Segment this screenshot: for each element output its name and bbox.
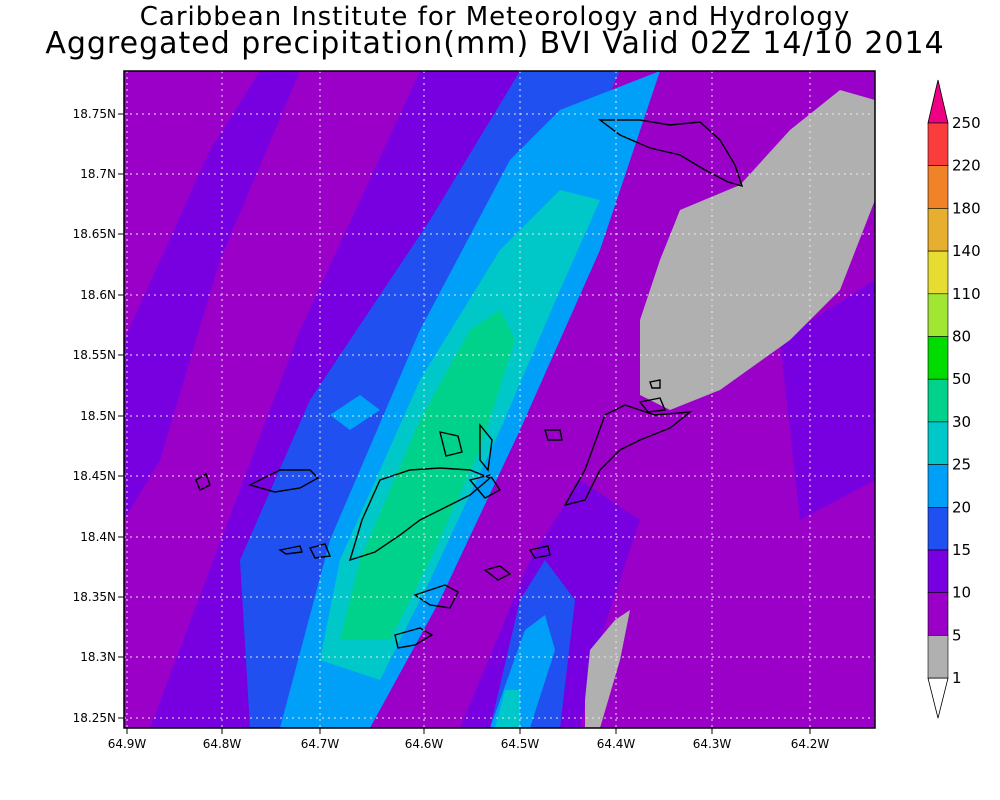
colorbar-top-arrow xyxy=(927,79,949,124)
colorbar-swatch xyxy=(927,549,949,594)
colorbar-swatch xyxy=(927,506,949,551)
y-tick-label: 18.6N xyxy=(80,288,116,302)
island-beef-island xyxy=(468,474,502,499)
x-tick-label: 64.3W xyxy=(693,737,732,751)
island-anegada xyxy=(597,119,744,188)
x-tick-label: 64.2W xyxy=(791,737,830,751)
colorbar-swatch xyxy=(927,208,949,252)
colorbar-label: 80 xyxy=(952,328,971,346)
colorbar-bottom-arrow xyxy=(927,677,949,719)
island-jost-van-dyke xyxy=(248,469,320,493)
island-salt-cooper xyxy=(483,565,512,581)
island-ginger xyxy=(528,545,551,559)
y-tick-label: 18.45N xyxy=(73,469,116,483)
precip-low-area-north xyxy=(640,90,875,410)
y-tick-label: 18.4N xyxy=(80,530,116,544)
colorbar-swatch xyxy=(927,122,949,167)
colorbar-swatch xyxy=(927,421,949,465)
island-virgin-gorda-north xyxy=(638,397,667,413)
islands xyxy=(195,119,744,649)
y-tick-label: 18.75N xyxy=(73,107,116,121)
graticule xyxy=(124,71,875,728)
precip-band-25-30-b xyxy=(495,690,520,728)
colorbar-swatch xyxy=(927,378,949,423)
x-tick-label: 64.6W xyxy=(405,737,444,751)
island-tortola xyxy=(348,467,492,562)
colorbar-label: 10 xyxy=(952,584,971,602)
colorbar-label: 30 xyxy=(952,413,971,431)
precip-contours xyxy=(124,71,875,728)
precip-band-30-50 xyxy=(340,310,515,640)
colorbar-label: 220 xyxy=(952,157,981,175)
colorbar-label: 50 xyxy=(952,370,971,388)
precip-band-20-25-b xyxy=(330,395,380,430)
y-tick-label: 18.35N xyxy=(73,590,116,604)
colorbar-swatch xyxy=(927,293,949,337)
island-marina-cay xyxy=(544,429,563,441)
colorbar-label: 5 xyxy=(952,626,962,644)
colorbar-label: 250 xyxy=(952,114,981,132)
precip-low-area-south xyxy=(585,610,630,728)
precip-band-10-15-d xyxy=(780,280,875,520)
y-axis: 18.75N 18.7N 18.65N 18.6N 18.55N 18.5N 18.45N 1… xyxy=(73,107,124,725)
island-great-camanoe xyxy=(479,423,493,472)
y-tick-label: 18.5N xyxy=(80,409,116,423)
colorbar-label: 1 xyxy=(952,669,962,687)
x-tick-label: 64.9W xyxy=(108,737,147,751)
colorbar-swatch xyxy=(927,336,949,380)
island-virgin-gorda xyxy=(563,404,693,507)
colorbar-swatch xyxy=(927,464,949,508)
x-tick-label: 64.8W xyxy=(203,737,242,751)
x-axis: 64.9W 64.8W 64.7W 64.6W 64.5W 64.4W 64.3W 64.2W xyxy=(108,728,830,751)
y-tick-label: 18.55N xyxy=(73,348,116,362)
chart-subtitle: Aggregated precipitation(mm) BVI Valid 0… xyxy=(45,26,945,61)
x-tick-label: 64.7W xyxy=(301,737,340,751)
x-tick-label: 64.5W xyxy=(501,737,540,751)
chart-title: Caribbean Institute for Meteorology and … xyxy=(139,2,851,32)
colorbar-swatch xyxy=(927,250,949,295)
x-tick-label: 64.4W xyxy=(597,737,636,751)
y-tick-label: 18.25N xyxy=(73,711,116,725)
island-peter xyxy=(413,584,459,609)
y-tick-label: 18.3N xyxy=(80,650,116,664)
colorbar-label: 180 xyxy=(952,199,981,217)
colorbar-label: 110 xyxy=(952,285,981,303)
colorbar-swatch xyxy=(927,635,949,679)
colorbar-label: 20 xyxy=(952,498,971,516)
colorbar-swatch xyxy=(927,165,949,209)
island-norman xyxy=(394,627,434,649)
island-west-small xyxy=(278,545,303,555)
precip-band-10-15-b xyxy=(124,71,300,520)
colorbar-label: 140 xyxy=(952,242,981,260)
island-necker xyxy=(649,379,661,389)
colorbar-label: 15 xyxy=(952,541,971,559)
colorbar: 250 220 180 140 110 80 50 30 25 20 15 10 5 1 xyxy=(927,79,981,719)
island-guana xyxy=(439,431,463,457)
colorbar-label: 25 xyxy=(952,456,971,474)
y-tick-label: 18.65N xyxy=(73,227,116,241)
y-tick-label: 18.7N xyxy=(80,167,116,181)
plot-frame xyxy=(123,70,876,729)
colorbar-swatch xyxy=(927,592,949,636)
